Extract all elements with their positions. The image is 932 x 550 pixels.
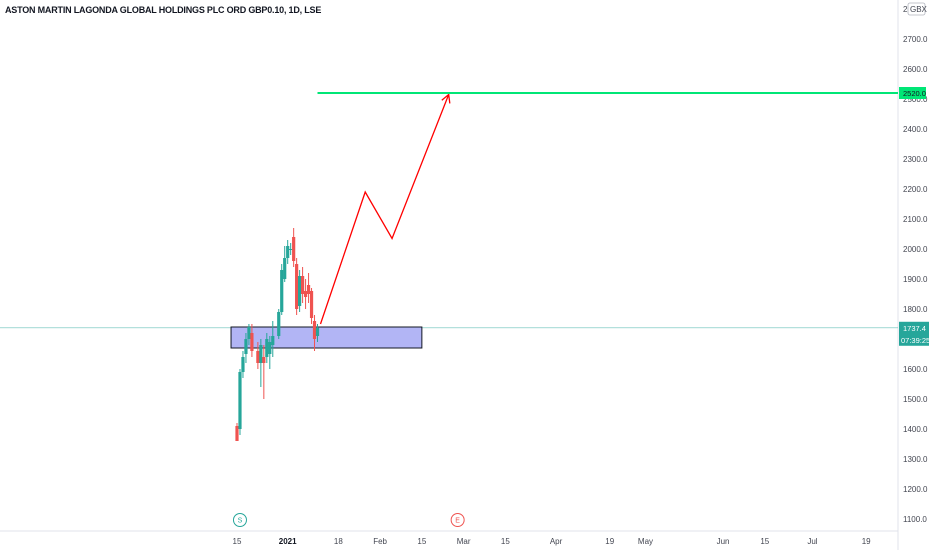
candle-body xyxy=(250,333,254,351)
currency-prefix: 2 xyxy=(903,5,908,14)
y-tick-label: 1300.0 xyxy=(903,455,928,464)
candle-body xyxy=(315,327,320,336)
x-axis[interactable]: 15 2021 18 Feb 15 Mar 15 Apr 19 May Jun 15 Jul 19 xyxy=(233,537,872,546)
candle-body xyxy=(280,270,284,312)
currency-selector[interactable]: 2 GBX xyxy=(903,2,928,16)
candle-body xyxy=(295,264,299,309)
currency-box[interactable] xyxy=(907,2,926,16)
candle-body xyxy=(268,342,272,354)
x-tick-label: 19 xyxy=(862,537,871,546)
candle-body xyxy=(256,351,260,363)
candle-body xyxy=(298,276,302,306)
x-tick-label: 15 xyxy=(417,537,426,546)
projection-arrowhead xyxy=(441,93,451,104)
y-tick-label: 1100.0 xyxy=(903,515,927,524)
current-price-badge: 1737.4 07:39:25 xyxy=(899,321,930,346)
y-tick-label: 2100.0 xyxy=(903,215,928,224)
candle-body xyxy=(309,291,314,318)
x-tick-label: Apr xyxy=(550,537,563,546)
y-tick-label: 2600.0 xyxy=(903,65,928,74)
candle-body xyxy=(292,237,296,261)
y-tick-label: 1900.0 xyxy=(903,275,928,284)
x-tick-label: Mar xyxy=(457,537,471,546)
candle-body xyxy=(235,426,239,441)
y-tick-label: 1800.0 xyxy=(903,305,928,314)
candle-body xyxy=(241,357,245,372)
candle-body xyxy=(277,312,281,336)
candle-body xyxy=(238,372,242,429)
candle-body xyxy=(286,246,290,258)
earnings-marker xyxy=(450,513,465,527)
x-tick-label: 15 xyxy=(760,537,769,546)
event-marker-label: S xyxy=(238,518,243,525)
current-price-label: 1737.4 xyxy=(903,324,926,333)
candle-body xyxy=(271,336,275,345)
countdown-label: 07:39:25 xyxy=(901,336,930,345)
x-tick-label: 2021 xyxy=(279,537,297,546)
x-tick-label: Jul xyxy=(807,537,817,546)
y-tick-label: 1400.0 xyxy=(903,425,928,434)
candle-body xyxy=(244,339,248,354)
split-marker xyxy=(232,513,247,527)
candle-body xyxy=(303,291,308,297)
y-tick-label: 2700.0 xyxy=(903,35,928,44)
x-tick-label: May xyxy=(638,537,653,546)
target-price-label: 2520.0 xyxy=(903,89,926,98)
candles xyxy=(235,228,320,441)
candle-body xyxy=(300,276,305,294)
x-tick-label: 15 xyxy=(501,537,510,546)
x-tick-label: Feb xyxy=(373,537,387,546)
x-tick-label: 18 xyxy=(334,537,343,546)
x-tick-label: Jun xyxy=(717,537,730,546)
y-tick-label: 2200.0 xyxy=(903,185,928,194)
candle-body xyxy=(312,321,317,339)
event-marker-label: E xyxy=(455,518,460,525)
candle-body xyxy=(259,345,263,363)
chart-title: ASTON MARTIN LAGONDA GLOBAL HOLDINGS PLC… xyxy=(5,5,321,15)
x-tick-label: 15 xyxy=(233,537,242,546)
candle-body xyxy=(306,285,311,294)
y-tick-label: 2000.0 xyxy=(903,245,928,254)
x-tick-label: 19 xyxy=(605,537,614,546)
y-tick-label: 2300.0 xyxy=(903,155,928,164)
candle-body xyxy=(283,258,287,279)
candle-body xyxy=(262,357,266,363)
projection-path[interactable] xyxy=(319,94,450,325)
y-tick-label: 1200.0 xyxy=(903,485,928,494)
y-tick-label: 2400.0 xyxy=(903,125,928,134)
y-tick-label: 1500.0 xyxy=(903,395,928,404)
candle-body xyxy=(247,327,251,339)
y-tick-label: 1600.0 xyxy=(903,365,928,374)
currency-label: GBX xyxy=(910,5,928,14)
candle-body xyxy=(289,249,293,250)
y-tick-label: 2500.0 xyxy=(903,95,928,104)
candle-body xyxy=(265,339,269,357)
target-price-badge: 2520.0 xyxy=(899,87,926,99)
support-zone-box[interactable] xyxy=(230,326,423,349)
